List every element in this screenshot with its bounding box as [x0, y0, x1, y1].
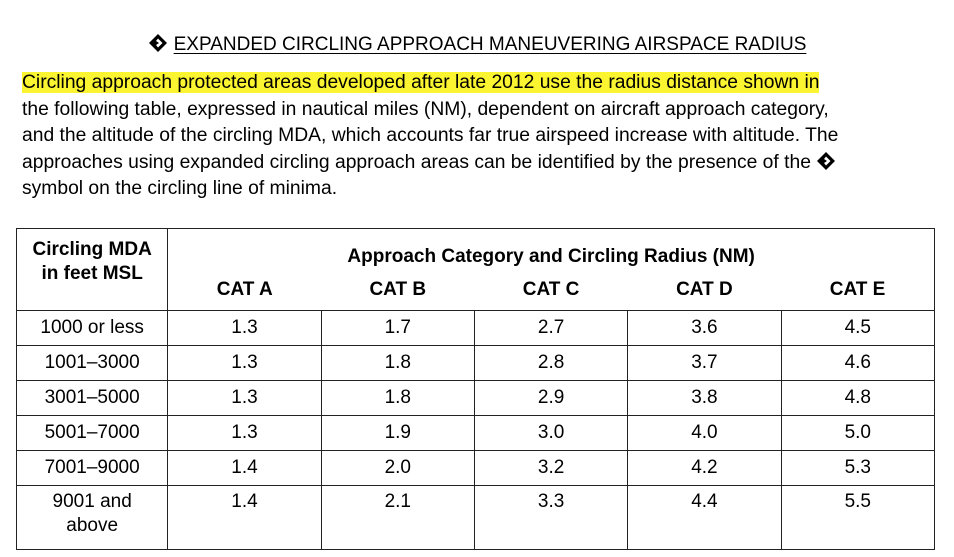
radius-cell: 5.5	[780, 485, 936, 550]
radius-cell: 3.8	[627, 380, 782, 416]
radius-cell: 2.7	[473, 310, 629, 346]
mda-cell: 1000 or less	[15, 310, 169, 346]
radius-cell: 4.4	[627, 485, 782, 550]
radius-cell: 3.6	[627, 310, 782, 346]
description-paragraph: Circling approach protected areas develo…	[22, 70, 937, 203]
section-title: EXPANDED CIRCLING APPROACH MANEUVERING A…	[173, 34, 807, 55]
mda-cell: 5001–7000	[15, 415, 169, 451]
radius-cell: 1.4	[167, 485, 322, 550]
cat-a-header: CAT A	[167, 269, 322, 311]
table-row: 7001–9000 1.4 2.0 3.2 4.2 5.3	[15, 450, 936, 486]
cat-b-header: CAT B	[321, 269, 475, 311]
mda-header-line-1: Circling MDA	[32, 239, 152, 260]
circling-radius-table: Circling MDA in feet MSL Approach Catego…	[15, 228, 936, 550]
radius-cell: 4.6	[780, 345, 936, 381]
cat-c-header: CAT C	[474, 269, 628, 311]
cat-d-header: CAT D	[627, 269, 782, 311]
mda-cell-line-1: 9001 and	[52, 491, 132, 512]
paragraph-line-5: symbol on the circling line of minima.	[22, 178, 338, 199]
radius-cell: 1.7	[320, 310, 475, 346]
radius-cell: 4.0	[627, 415, 782, 451]
mda-cell: 1001–3000	[15, 345, 169, 381]
radius-cell: 2.0	[320, 450, 475, 486]
mda-cell: 3001–5000	[15, 380, 169, 416]
radius-cell: 2.1	[320, 485, 475, 550]
diamond-symbol-icon	[148, 34, 167, 52]
table-row: 5001–7000 1.3 1.9 3.0 4.0 5.0	[15, 415, 936, 451]
paragraph-line-4-text: approaches using expanded circling appro…	[22, 151, 811, 173]
section-heading: EXPANDED CIRCLING APPROACH MANEUVERING A…	[0, 33, 954, 57]
paragraph-line-3: and the altitude of the circling MDA, wh…	[22, 125, 839, 146]
radius-cell: 3.0	[473, 415, 629, 451]
paragraph-line-1: Circling approach protected areas develo…	[22, 70, 937, 97]
mda-cell: 7001–9000	[15, 450, 169, 486]
radius-cell: 1.9	[320, 415, 475, 451]
mda-column-header: Circling MDA in feet MSL	[15, 228, 169, 311]
diamond-symbol-icon	[816, 151, 835, 170]
radius-cell: 5.3	[780, 450, 936, 486]
radius-cell: 1.3	[167, 380, 322, 416]
radius-cell: 1.4	[167, 450, 322, 486]
radius-cell: 1.3	[167, 415, 322, 451]
radius-cell: 1.3	[167, 310, 322, 346]
highlighted-text: Circling approach protected areas develo…	[22, 72, 820, 93]
category-group-header: Approach Category and Circling Radius (N…	[167, 228, 935, 270]
radius-cell: 5.0	[780, 415, 936, 451]
radius-cell: 2.9	[473, 380, 629, 416]
table-row: 9001 and above 1.4 2.1 3.3 4.4 5.5	[15, 485, 936, 550]
paragraph-line-4: approaches using expanded circling appro…	[22, 150, 937, 177]
table-row: 1001–3000 1.3 1.8 2.8 3.7 4.6	[15, 345, 936, 381]
mda-cell: 9001 and above	[15, 485, 169, 550]
radius-cell: 2.8	[473, 345, 629, 381]
paragraph-line-2: the following table, expressed in nautic…	[22, 98, 829, 120]
radius-cell: 3.3	[473, 485, 629, 550]
radius-cell: 3.2	[473, 450, 629, 486]
mda-header-line-2: in feet MSL	[41, 263, 143, 284]
table-row: 3001–5000 1.3 1.8 2.9 3.8 4.8	[15, 380, 936, 416]
radius-cell: 4.2	[627, 450, 782, 486]
cat-e-header: CAT E	[781, 269, 936, 311]
radius-cell: 4.8	[780, 380, 936, 416]
radius-cell: 1.8	[320, 345, 475, 381]
radius-cell: 1.3	[167, 345, 322, 381]
radius-cell: 4.5	[780, 310, 936, 346]
radius-cell: 3.7	[627, 345, 782, 381]
table-row: 1000 or less 1.3 1.7 2.7 3.6 4.5	[15, 310, 936, 346]
mda-cell-line-2: above	[66, 515, 119, 536]
radius-cell: 1.8	[320, 380, 475, 416]
